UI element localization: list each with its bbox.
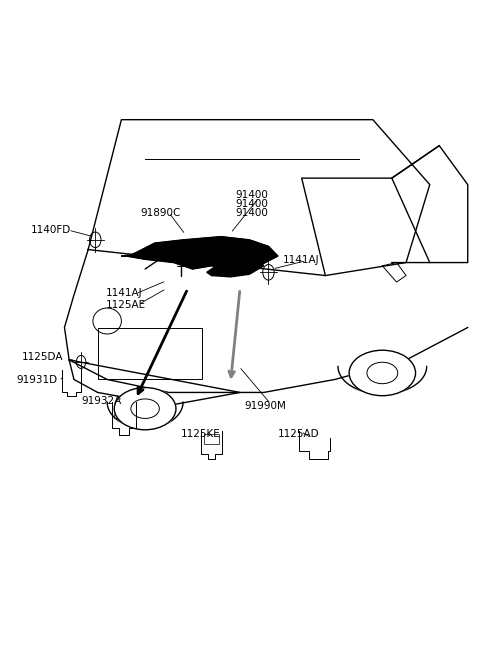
Text: 91931D: 91931D — [16, 375, 57, 384]
Text: 91400: 91400 — [235, 189, 268, 200]
Text: 1125AE: 1125AE — [106, 300, 146, 310]
Polygon shape — [121, 236, 278, 269]
Text: 1125KE: 1125KE — [180, 428, 220, 439]
Ellipse shape — [349, 350, 416, 396]
Text: 91400: 91400 — [235, 198, 268, 209]
Text: 1125AD: 1125AD — [278, 428, 320, 439]
Text: 91890C: 91890C — [140, 208, 181, 218]
Text: 1140FD: 1140FD — [31, 225, 72, 235]
Bar — [114, 407, 133, 419]
Text: 1141AJ: 1141AJ — [283, 255, 319, 265]
Text: 1141AJ: 1141AJ — [106, 288, 143, 298]
Bar — [204, 434, 219, 444]
Ellipse shape — [114, 388, 176, 430]
Text: 91990M: 91990M — [245, 401, 287, 411]
Polygon shape — [207, 257, 264, 277]
Text: 1125DA: 1125DA — [22, 352, 63, 362]
Text: 91400: 91400 — [235, 208, 268, 218]
Text: 91932A: 91932A — [81, 396, 121, 406]
